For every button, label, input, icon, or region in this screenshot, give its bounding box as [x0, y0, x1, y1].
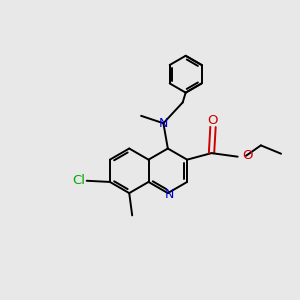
Text: O: O: [242, 149, 253, 162]
Text: N: N: [165, 188, 174, 201]
Text: N: N: [159, 117, 168, 130]
Text: Cl: Cl: [72, 174, 85, 187]
Text: O: O: [208, 114, 218, 127]
